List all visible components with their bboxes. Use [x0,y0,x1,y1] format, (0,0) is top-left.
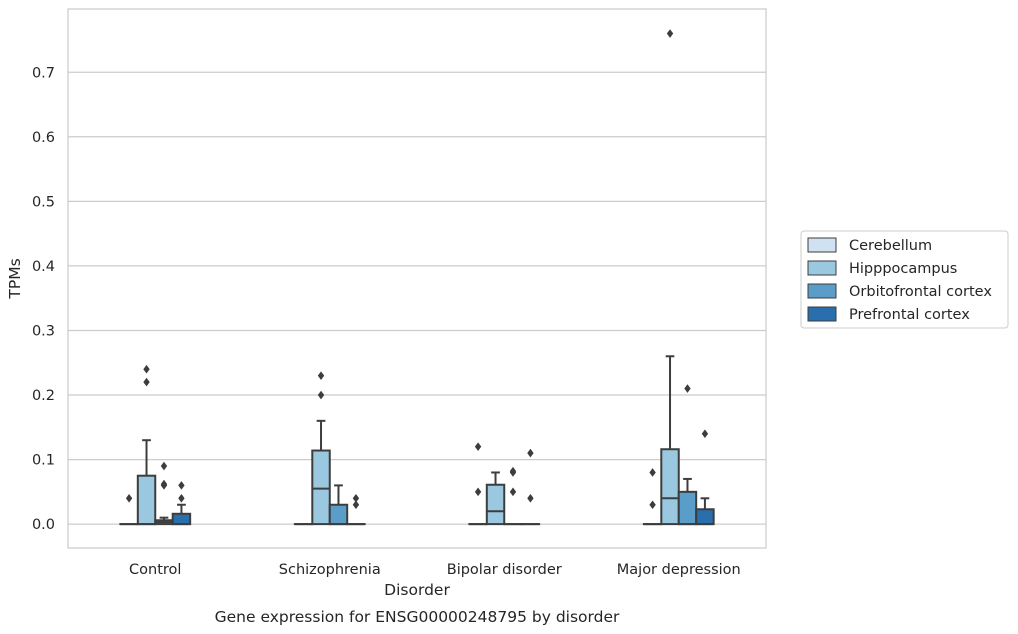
x-tick-label: Bipolar disorder [447,562,562,578]
x-tick-label: Major depression [617,562,741,578]
outlier-point [649,500,656,510]
box-group [328,484,349,526]
y-axis-ticks: 0.0 0.1 0.2 0.3 0.4 0.5 0.6 0.7 [32,65,55,533]
box [171,512,192,526]
legend-swatch [807,237,837,253]
outlier-point [317,371,325,380]
box-group [695,429,715,526]
outlier-point [160,479,168,489]
y-tick-label: 0.5 [32,194,55,210]
outlier-point [701,429,709,439]
y-tick-label: 0.3 [32,323,55,339]
outlier-point [527,448,534,458]
legend-swatch [807,306,837,322]
box-group [642,468,663,526]
chart-title: Gene expression for ENSG00000248795 by d… [215,608,620,626]
box [328,503,349,526]
x-axis-ticks: Control Schizophrenia Bipolar disorder Majo… [129,562,741,578]
y-axis-label: TPMs [6,258,24,299]
box-group [171,481,192,526]
legend: Cerebellum Hipppocampus Orbitofrontal cort… [800,230,1009,329]
x-tick-label: Control [129,562,181,578]
box-group [119,493,139,526]
y-tick-label: 0.6 [32,130,55,146]
box-marks [119,29,715,526]
outlier-point [474,487,482,497]
outlier-point [509,466,517,476]
box-group [311,371,331,526]
outlier-point [684,384,691,393]
legend-swatch [807,283,837,299]
y-tick-label: 0.0 [32,517,55,533]
box [485,483,506,526]
grid-lines [68,71,766,525]
y-tick-label: 0.2 [32,388,55,404]
outlier-point [143,364,150,374]
outlier-point [143,377,150,387]
box [136,474,157,526]
x-axis-label: Disorder [384,581,450,599]
y-tick-label: 0.4 [32,259,55,275]
outlier-point [474,442,482,451]
outlier-point [509,487,517,497]
outlier-point [649,468,656,477]
box [677,490,698,526]
outlier-point [125,493,133,503]
box-group [677,384,698,526]
outlier-point [178,493,185,503]
outlier-point [352,493,360,503]
legend-frame [800,230,1009,329]
box-group [136,364,157,526]
outlier-point [352,500,360,510]
legend-label: Orbitofrontal cortex [849,284,992,300]
box [311,449,331,526]
plot-frame [67,8,767,549]
box-group [154,461,174,526]
legend-label: Prefrontal cortex [849,307,970,323]
box-group [468,442,488,526]
box [660,448,680,526]
y-tick-label: 0.7 [32,65,55,81]
legend-swatch [807,260,837,276]
outlier-point [666,29,674,38]
outlier-point [317,390,325,400]
box-group [520,448,541,526]
legend-label: Hipppocampus [849,261,957,277]
box-group [503,466,523,526]
y-tick-label: 0.1 [32,453,55,469]
box-group [485,471,506,526]
outlier-point [527,493,534,503]
box-group [660,29,680,526]
box [695,508,715,526]
legend-label: Cerebellum [849,238,932,254]
box-group [346,493,366,526]
outlier-point [160,461,168,471]
outlier-point [178,481,185,490]
x-tick-label: Schizophrenia [279,562,381,578]
